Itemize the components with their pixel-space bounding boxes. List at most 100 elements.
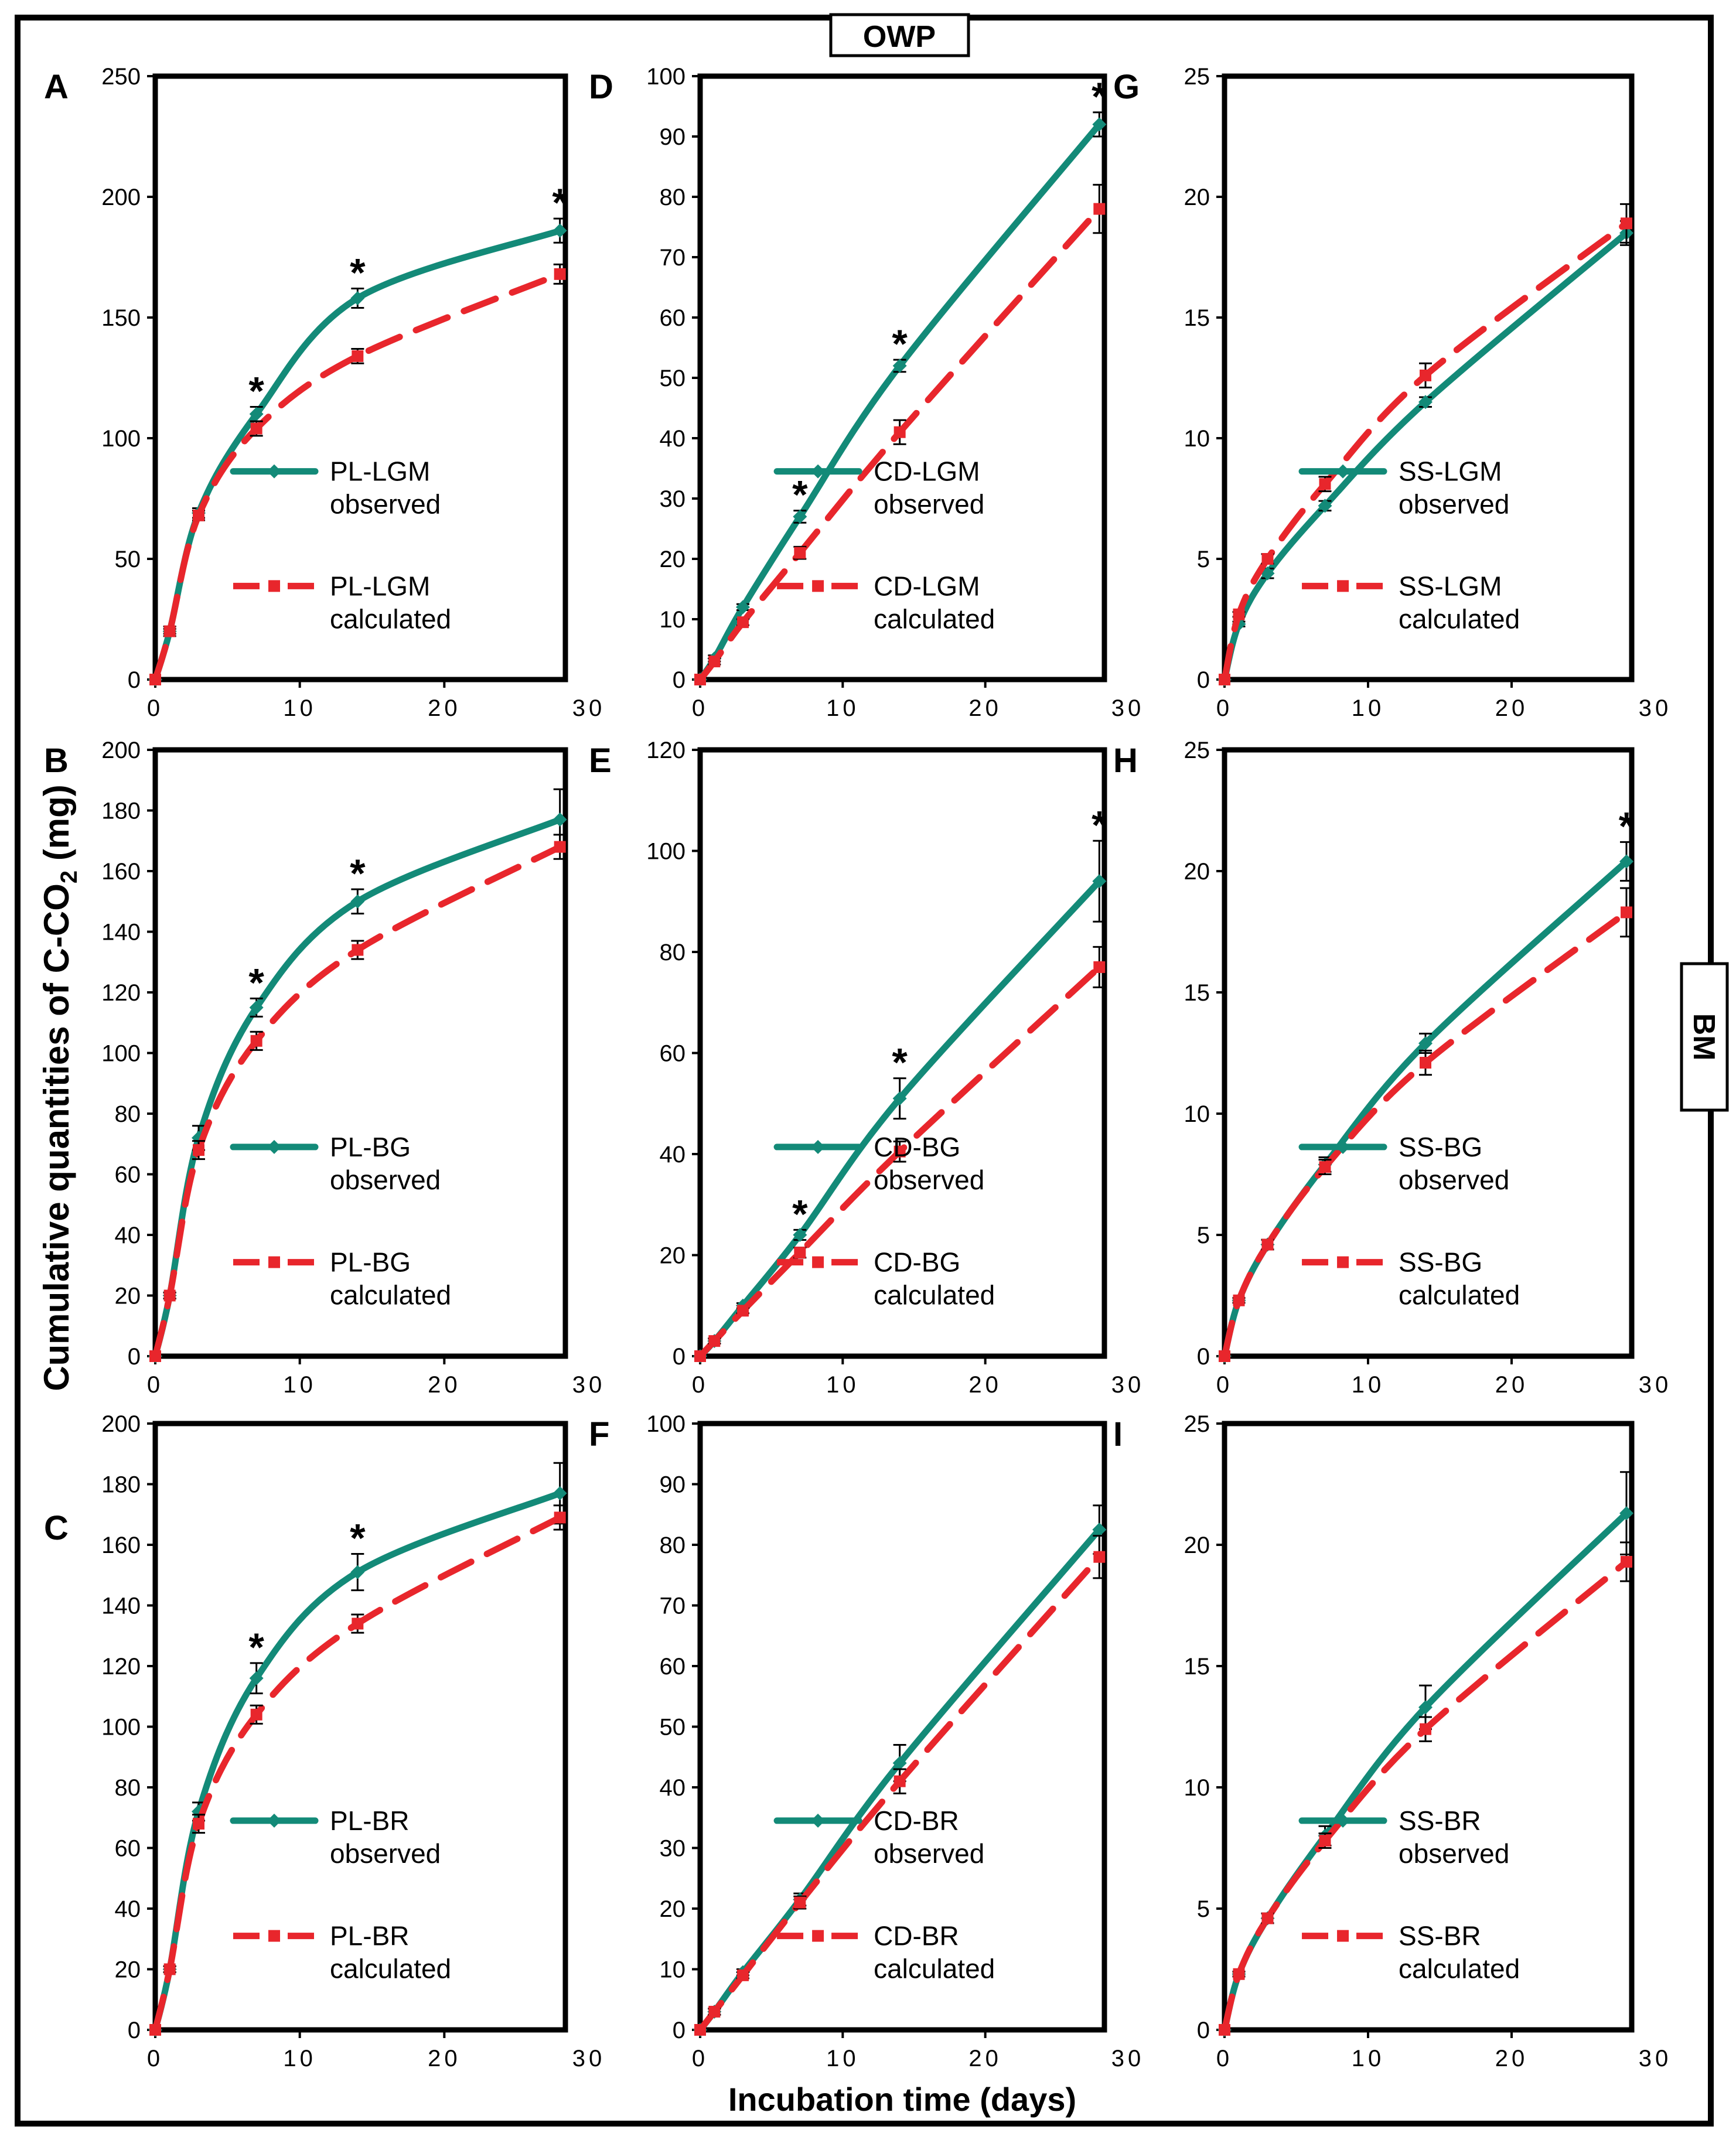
panel-c-legend-calculated-word: calculated xyxy=(330,1954,451,1984)
panel-f-legend-calculated-name: CD-BR xyxy=(874,1921,959,1951)
panel-a-significance-asterisk: * xyxy=(552,180,568,225)
panel-d-legend-calculated-name: CD-LGM xyxy=(874,571,980,601)
panel-a-ytick-label: 50 xyxy=(115,547,141,572)
panel-i-legend-observed-name: SS-BR xyxy=(1399,1805,1481,1836)
panel-c: C 0 20 40 60 80 100 120 140 160 180 200 0 10 20 30 * * PL-… xyxy=(44,1411,602,2071)
panel-d-significance-asterisk: * xyxy=(892,322,908,366)
panel-i-calculated-point xyxy=(1261,1912,1274,1924)
panel-a-legend-calculated-marker xyxy=(268,580,280,592)
panel-b-letter: B xyxy=(44,742,69,780)
panel-d-ytick-label: 100 xyxy=(646,64,685,90)
panel-i-xtick-label: 0 xyxy=(1216,2046,1233,2071)
panel-d-calculated-point xyxy=(893,426,906,438)
panel-i-ytick-label: 10 xyxy=(1184,1775,1210,1801)
panel-e-ytick-label: 60 xyxy=(660,1041,686,1067)
panel-b-legend-calculated-marker xyxy=(268,1256,280,1268)
panel-a-frame xyxy=(152,73,568,682)
panel-g-legend-calculated-word: calculated xyxy=(1399,603,1520,634)
panel-a-xtick-label: 0 xyxy=(147,695,163,721)
panel-a-xtick-label: 30 xyxy=(572,695,606,721)
panel-c-ytick-label: 60 xyxy=(115,1836,141,1862)
panel-b-legend-observed-word: observed xyxy=(330,1165,441,1195)
panel-i-calculated-point xyxy=(1319,1835,1331,1847)
panel-b-observed-point xyxy=(249,1000,264,1015)
panel-d-ytick-label: 30 xyxy=(660,486,686,512)
panel-b-ytick-label: 180 xyxy=(101,798,141,824)
panel-h-significance-asterisk: * xyxy=(1619,804,1635,848)
panel-g-frame xyxy=(1222,73,1635,682)
panel-d-legend-calculated-marker xyxy=(812,580,824,592)
panel-g-ytick-label: 0 xyxy=(1197,667,1210,693)
panel-e-observed-point xyxy=(892,1091,907,1106)
y-axis-title: Cumulative quantities of C-CO2 (mg) xyxy=(37,784,82,1391)
panel-d-xtick-label: 0 xyxy=(692,695,708,721)
panel-f-xtick-label: 30 xyxy=(1111,2046,1145,2071)
panel-b-legend-calculated-word: calculated xyxy=(330,1280,451,1310)
panel-c-calculated-point xyxy=(163,1963,176,1975)
panel-g-legend-calculated-name: SS-LGM xyxy=(1399,571,1502,601)
panel-g-xtick-label: 10 xyxy=(1352,695,1385,721)
panel-e-calculated-point xyxy=(794,1247,806,1259)
panel-h-xtick-label: 30 xyxy=(1639,1372,1672,1398)
panel-g-xtick-label: 20 xyxy=(1495,695,1529,721)
panel-c-legend-observed-label: PL-BR observed xyxy=(330,1805,441,1869)
panel-c-observed-point xyxy=(552,1486,567,1501)
panel-i-ytick-label: 15 xyxy=(1184,1654,1210,1680)
panel-i-legend-calculated-label: SS-BR calculated xyxy=(1399,1921,1520,1984)
panel-f-legend-calculated-marker xyxy=(812,1930,824,1942)
panel-h-frame xyxy=(1222,747,1635,1359)
panel-h-calculated-point xyxy=(1219,1350,1230,1362)
panel-h-ytick-label: 0 xyxy=(1197,1344,1210,1370)
panel-b-legend-calculated-name: PL-BG xyxy=(330,1247,411,1278)
panel-f-observed-point xyxy=(892,1756,907,1770)
panel-a-observed-point xyxy=(249,407,264,421)
owp-label-box xyxy=(829,13,970,57)
panel-b-legend-observed-marker xyxy=(267,1139,281,1154)
panel-d-legend-observed-marker xyxy=(811,464,826,479)
panel-c-ytick-label: 120 xyxy=(101,1654,141,1680)
panel-h-ytick-label: 10 xyxy=(1184,1101,1210,1127)
panel-g-ytick-label: 5 xyxy=(1197,547,1210,572)
panel-i-observed-point xyxy=(1619,1506,1633,1521)
panel-d-significance-asterisk: * xyxy=(1092,74,1107,119)
panel-d-ytick-label: 90 xyxy=(660,124,686,150)
panel-i-xtick-label: 10 xyxy=(1352,2046,1385,2071)
panel-a-letter: A xyxy=(44,68,69,106)
panel-a-xtick-label: 20 xyxy=(428,695,461,721)
panel-g-ytick-label: 15 xyxy=(1184,305,1210,331)
panel-c-legend-observed-name: PL-BR xyxy=(330,1805,409,1836)
panel-f-legend-observed-name: CD-BR xyxy=(874,1805,959,1836)
owp-label: OWP xyxy=(863,20,936,54)
panel-f-ytick-label: 70 xyxy=(660,1593,686,1619)
panel-d-calculated-point xyxy=(737,616,749,629)
panel-e-ytick-label: 20 xyxy=(660,1243,686,1269)
panel-e-calculated-point xyxy=(737,1305,749,1317)
panel-a-significance-asterisk: * xyxy=(350,251,366,295)
panel-e-ytick-label: 40 xyxy=(660,1142,686,1168)
panel-i-calculated-point xyxy=(1621,1555,1632,1568)
y-axis-title-suffix: (mg) xyxy=(37,784,76,871)
panel-c-calculated-point xyxy=(149,2024,161,2036)
panel-a-significance-asterisk: * xyxy=(248,368,264,413)
panel-e-xtick-label: 10 xyxy=(826,1372,860,1398)
panel-h-ytick-label: 20 xyxy=(1184,859,1210,885)
panel-g-letter: G xyxy=(1113,68,1140,106)
panel-f-legend-calculated-label: CD-BR calculated xyxy=(874,1921,995,1984)
panel-b-xtick-label: 30 xyxy=(572,1372,606,1398)
panel-c-legend-observed-marker xyxy=(267,1813,281,1828)
panel-b-legend-calculated-label: PL-BG calculated xyxy=(330,1247,451,1310)
panel-g-calculated-point xyxy=(1219,674,1230,685)
y-axis-title-prefix: Cumulative quantities of C-CO xyxy=(37,883,76,1391)
panel-g-calculated-point xyxy=(1621,217,1632,230)
panel-f-ytick-label: 100 xyxy=(646,1411,685,1437)
panel-a-calculated-point xyxy=(352,350,364,362)
panel-b-ytick-label: 20 xyxy=(115,1284,141,1309)
panel-i-ytick-label: 20 xyxy=(1184,1533,1210,1558)
panel-a-legend-observed-word: observed xyxy=(330,489,441,520)
panel-d-ytick-label: 10 xyxy=(660,607,686,633)
panel-c-significance-asterisk: * xyxy=(248,1625,264,1670)
panel-d-calculated-point xyxy=(708,656,721,668)
